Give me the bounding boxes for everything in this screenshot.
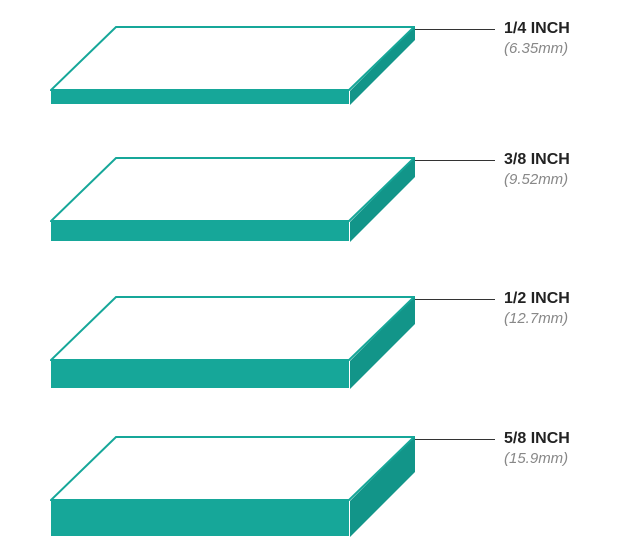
- slab-4: [50, 436, 415, 537]
- label-1-secondary: (6.35mm): [504, 40, 570, 57]
- slab-3-front: [50, 359, 350, 389]
- callout-2-line: [415, 160, 495, 161]
- callout-3-text: 1/2 INCH (12.7mm): [504, 290, 570, 327]
- slab-2-top: [50, 157, 415, 222]
- label-2-primary: 3/8 INCH: [504, 151, 570, 169]
- label-1-primary: 1/4 INCH: [504, 20, 570, 38]
- callout-3-line: [415, 299, 495, 300]
- thickness-diagram: 1/4 INCH (6.35mm) 3/8 INCH (9.52mm) 1/2 …: [0, 0, 626, 555]
- callout-1-line: [415, 29, 495, 30]
- label-4-primary: 5/8 INCH: [504, 430, 570, 448]
- slab-2-front: [50, 220, 350, 242]
- callout-4-line: [415, 439, 495, 440]
- slab-4-top: [50, 436, 415, 501]
- slab-1-top: [50, 26, 415, 91]
- slab-4-front: [50, 499, 350, 537]
- slab-1-front: [50, 89, 350, 105]
- slab-3: [50, 296, 415, 389]
- slab-3-top: [50, 296, 415, 361]
- label-2-secondary: (9.52mm): [504, 171, 570, 188]
- callout-1-text: 1/4 INCH (6.35mm): [504, 20, 570, 57]
- callout-4-text: 5/8 INCH (15.9mm): [504, 430, 570, 467]
- slab-2: [50, 157, 415, 242]
- slab-1: [50, 26, 415, 105]
- callout-2-text: 3/8 INCH (9.52mm): [504, 151, 570, 188]
- label-3-primary: 1/2 INCH: [504, 290, 570, 308]
- label-4-secondary: (15.9mm): [504, 450, 570, 467]
- label-3-secondary: (12.7mm): [504, 310, 570, 327]
